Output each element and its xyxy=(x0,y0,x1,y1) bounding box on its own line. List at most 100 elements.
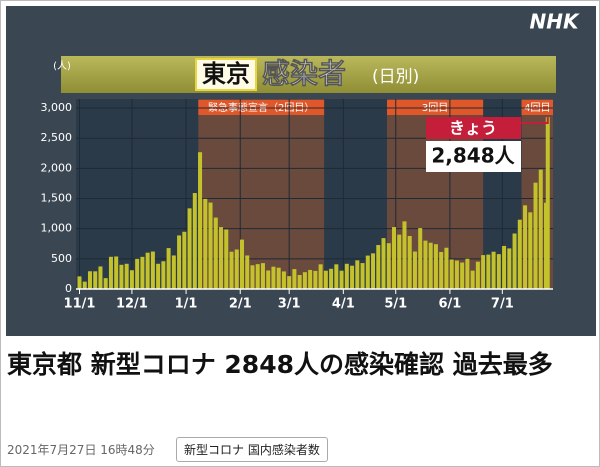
bar xyxy=(376,245,381,289)
bar xyxy=(412,251,417,289)
bar xyxy=(313,270,318,289)
bar xyxy=(213,217,218,289)
bar xyxy=(287,276,292,289)
bar xyxy=(355,260,360,289)
bar xyxy=(392,227,396,289)
bar xyxy=(108,256,113,289)
bar xyxy=(454,260,459,289)
bar xyxy=(239,239,244,289)
bar xyxy=(465,258,470,289)
bar xyxy=(166,248,171,289)
tag-list: 新型コロナ 国内感染者数 xyxy=(176,437,328,462)
bar xyxy=(365,255,370,289)
bar xyxy=(171,255,176,289)
callout-text-box xyxy=(426,141,521,172)
bar xyxy=(219,227,224,289)
bar xyxy=(245,255,250,289)
bar xyxy=(229,251,234,289)
bar xyxy=(360,263,365,289)
bar xyxy=(255,264,260,289)
bar xyxy=(402,221,407,289)
bar xyxy=(266,270,271,289)
y-tick-label: 1,000 xyxy=(41,222,73,235)
x-tick-label: 3/1 xyxy=(278,297,301,312)
bar xyxy=(423,240,428,289)
y-tick-label: 3,000 xyxy=(41,101,73,114)
x-tick-label: 11/1 xyxy=(64,297,96,312)
y-tick-label: 1,500 xyxy=(41,192,73,205)
bar xyxy=(418,228,423,289)
bar xyxy=(276,267,281,289)
bar xyxy=(428,242,433,289)
bar xyxy=(444,247,449,289)
bar xyxy=(203,198,208,289)
bar xyxy=(486,254,491,289)
bar xyxy=(517,219,522,289)
title-place: 東京 xyxy=(202,60,250,88)
bar xyxy=(82,281,87,289)
bar xyxy=(119,264,124,289)
bar xyxy=(150,251,155,289)
period-label: 緊急事態宣言（2回目） xyxy=(208,101,314,114)
y-tick-label: 2,000 xyxy=(41,161,73,174)
bar xyxy=(344,263,349,289)
bar xyxy=(271,266,276,289)
bar xyxy=(386,243,391,289)
bar xyxy=(297,275,302,289)
bar xyxy=(103,278,108,289)
bar xyxy=(145,252,150,289)
bar xyxy=(470,270,475,289)
bar xyxy=(234,249,239,289)
date: 2021年7月27日 16時48分 xyxy=(7,443,155,457)
bar xyxy=(292,269,297,289)
logo: NHK xyxy=(530,10,580,34)
bar xyxy=(502,245,507,289)
period-label-box xyxy=(387,100,484,115)
tag[interactable]: 新型コロナ 国内感染者数 xyxy=(176,437,328,462)
x-tick-label: 4/1 xyxy=(332,297,355,312)
bar xyxy=(538,169,543,289)
bar xyxy=(260,263,265,289)
bar xyxy=(114,256,119,289)
bar xyxy=(334,264,339,289)
bar xyxy=(192,193,197,289)
bar xyxy=(77,276,82,289)
x-tick-label: 1/1 xyxy=(175,297,198,312)
bar xyxy=(528,212,533,289)
bar xyxy=(433,244,438,289)
bar xyxy=(308,269,313,289)
chart: NHK 東京 感染者 (日別) (人) 緊急事態宣言（2回目） 3回目 4回目 05… xyxy=(6,6,596,336)
bar xyxy=(523,205,528,289)
bar xyxy=(329,268,334,289)
title-place-box xyxy=(195,58,257,91)
bar xyxy=(339,270,344,289)
bar xyxy=(156,263,161,289)
x-tick-label: 7/1 xyxy=(491,297,514,312)
bar xyxy=(124,263,129,289)
callout-title-box xyxy=(426,117,521,139)
period-label-box xyxy=(198,100,325,115)
bar xyxy=(250,265,255,289)
x-tick-label: 2/1 xyxy=(229,297,252,312)
bar xyxy=(224,229,229,289)
bar xyxy=(397,234,402,289)
x-tick-label: 12/1 xyxy=(116,297,148,312)
bar xyxy=(93,271,98,289)
callout-title: きょう xyxy=(449,119,497,138)
y-tick-label: 2,500 xyxy=(41,131,73,144)
bar xyxy=(182,231,187,289)
headline: 東京都 新型コロナ 2848人の感染確認 過去最多 xyxy=(7,350,553,379)
callout-line xyxy=(521,117,549,124)
bar xyxy=(350,265,355,289)
title-topic: 感染者 xyxy=(262,57,346,90)
y-axis-label: (人) xyxy=(53,60,71,72)
bar xyxy=(140,256,145,289)
x-tick-label: 6/1 xyxy=(438,297,461,312)
y-tick-label: 0 xyxy=(65,282,72,295)
bar xyxy=(87,271,92,289)
callout-text: 2,848人 xyxy=(431,144,515,168)
bar xyxy=(323,270,328,289)
bar xyxy=(407,235,412,289)
bar xyxy=(98,266,103,289)
